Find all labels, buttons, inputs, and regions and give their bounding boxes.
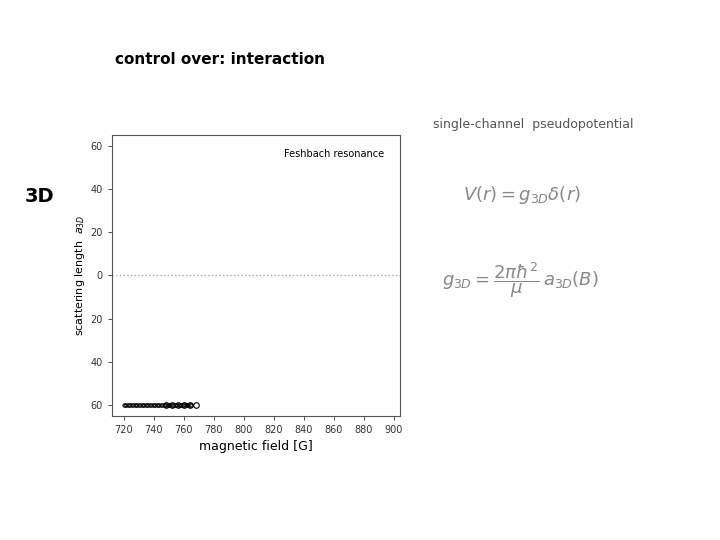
Y-axis label: scattering length  $a_{3D}$: scattering length $a_{3D}$ xyxy=(73,215,87,336)
Text: 3D: 3D xyxy=(24,187,55,206)
Text: Feshbach resonance: Feshbach resonance xyxy=(284,149,384,159)
Text: $g_{3D} = \dfrac{2\pi\hbar^2}{\mu}\,a_{3D}(B)$: $g_{3D} = \dfrac{2\pi\hbar^2}{\mu}\,a_{3… xyxy=(442,260,598,300)
Text: single-channel  pseudopotential: single-channel pseudopotential xyxy=(433,118,633,131)
Text: Quantum simulations: why cold atoms ?: Quantum simulations: why cold atoms ? xyxy=(78,11,642,35)
X-axis label: magnetic field [G]: magnetic field [G] xyxy=(199,441,312,454)
Text: control over: interaction: control over: interaction xyxy=(115,52,325,68)
Text: $V(r) = g_{3D}\delta(r)$: $V(r) = g_{3D}\delta(r)$ xyxy=(463,185,581,206)
